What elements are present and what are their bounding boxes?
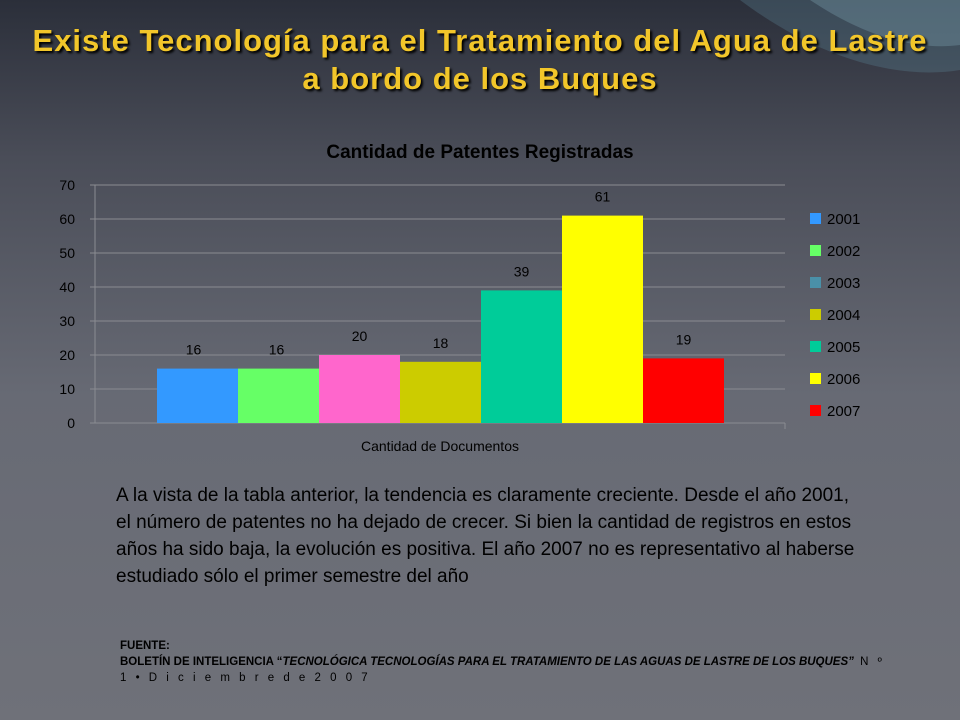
legend-swatch-2002: [810, 245, 821, 256]
bar-2004: [400, 361, 481, 423]
y-tick-label: 70: [59, 177, 75, 193]
legend-label-2007: 2007: [827, 403, 860, 420]
bar-2007: [643, 358, 724, 423]
y-tick-label: 30: [59, 313, 75, 329]
bar-2006: [562, 215, 643, 423]
source-note: FUENTE: BOLETÍN DE INTELIGENCIA “TECNOLÓ…: [120, 638, 900, 686]
legend-swatch-2001: [810, 213, 821, 224]
bar-2002: [238, 368, 319, 423]
y-tick-label: 60: [59, 211, 75, 227]
data-label-2007: 19: [676, 331, 692, 347]
data-label-2006: 61: [595, 189, 611, 205]
slide-title-line1: Existe Tecnología para el Tratamiento de…: [32, 23, 928, 58]
legend-label-2006: 2006: [827, 371, 860, 388]
y-tick-label: 0: [67, 415, 75, 431]
data-label-2002: 16: [269, 342, 285, 358]
bar-2005: [481, 290, 562, 423]
slide-title-line2: a bordo de los Buques: [302, 61, 658, 96]
y-tick-label: 50: [59, 245, 75, 261]
data-label-2005: 39: [514, 263, 530, 279]
legend-swatch-2007: [810, 405, 821, 416]
bar-2003: [319, 355, 400, 423]
source-label: FUENTE:: [120, 640, 170, 652]
data-label-2004: 18: [433, 335, 449, 351]
legend-label-2002: 2002: [827, 243, 860, 260]
legend-swatch-2005: [810, 341, 821, 352]
source-date: N º 1 • D i c i e m b r e d e 2 0 0 7: [120, 656, 885, 684]
chart-title: Cantidad de Patentes Registradas: [326, 142, 634, 163]
source-prefix: BOLETÍN DE INTELIGENCIA “: [120, 656, 283, 668]
legend-label-2003: 2003: [827, 275, 860, 292]
source-title: TECNOLÓGICA TECNOLOGÍAS PARA EL TRATAMIE…: [282, 656, 854, 668]
y-tick-label: 40: [59, 279, 75, 295]
data-label-2001: 16: [186, 342, 202, 358]
legend-swatch-2006: [810, 373, 821, 384]
data-label-2003: 20: [352, 328, 368, 344]
legend-swatch-2003: [810, 277, 821, 288]
legend-label-2005: 2005: [827, 339, 860, 356]
body-paragraph: A la vista de la tabla anterior, la tend…: [116, 485, 855, 587]
y-tick-label: 20: [59, 347, 75, 363]
x-axis-label: Cantidad de Documentos: [361, 438, 519, 454]
y-tick-label: 10: [59, 381, 75, 397]
legend-swatch-2004: [810, 309, 821, 320]
legend-label-2004: 2004: [827, 307, 860, 324]
legend-label-2001: 2001: [827, 211, 860, 228]
slide-title: Existe Tecnología para el Tratamiento de…: [0, 22, 960, 98]
bar-2001: [157, 368, 238, 423]
